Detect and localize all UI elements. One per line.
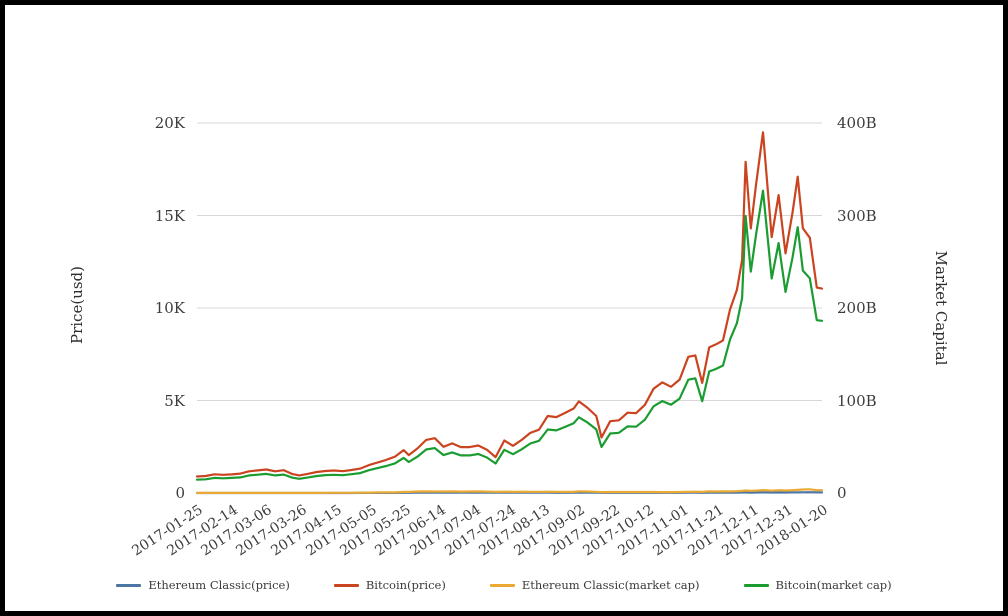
right-axis-title: Market Capital (932, 250, 950, 366)
left-tick-20k: 20K (154, 114, 185, 132)
series-line-bitcoin-price (195, 131, 824, 478)
legend-swatch-bitcoin-market-cap (743, 583, 769, 587)
right-tick-200b: 200B (837, 299, 877, 317)
right-tick-300b: 300B (837, 206, 877, 225)
legend-label: Bitcoin(price) (365, 578, 446, 592)
left-axis-title: Price(usd) (68, 265, 86, 345)
legend-label: Ethereum Classic(market cap) (521, 578, 700, 592)
legend-swatch-ethereum-classic-price (116, 583, 142, 587)
right-tick-400b: 400B (837, 114, 877, 132)
legend-item-ethereum-classic-market-cap[interactable]: Ethereum Classic(market cap) (489, 578, 700, 592)
left-tick-5k: 5K (164, 391, 185, 410)
right-tick-0: 0 (837, 484, 847, 502)
legend-item-bitcoin-price[interactable]: Bitcoin(price) (333, 578, 446, 592)
left-tick-0: 0 (175, 484, 185, 502)
series-line-bitcoin-market-cap (195, 189, 824, 481)
legend-swatch-bitcoin-price (333, 583, 359, 587)
legend-item-ethereum-classic-price[interactable]: Ethereum Classic(price) (116, 578, 290, 592)
legend-swatch-ethereum-classic-market-cap (489, 583, 515, 587)
series-line-ethereum-classic-market-cap (195, 488, 824, 494)
legend-label: Bitcoin(market cap) (775, 578, 892, 592)
left-tick-10k: 10K (154, 299, 185, 317)
legend-label: Ethereum Classic(price) (148, 578, 290, 592)
legend-item-bitcoin-market-cap[interactable]: Bitcoin(market cap) (743, 578, 892, 592)
right-tick-100b: 100B (837, 391, 877, 410)
chart-legend: Ethereum Classic(price) Bitcoin(price) Eth… (0, 576, 1008, 594)
left-tick-15k: 15K (154, 206, 185, 225)
